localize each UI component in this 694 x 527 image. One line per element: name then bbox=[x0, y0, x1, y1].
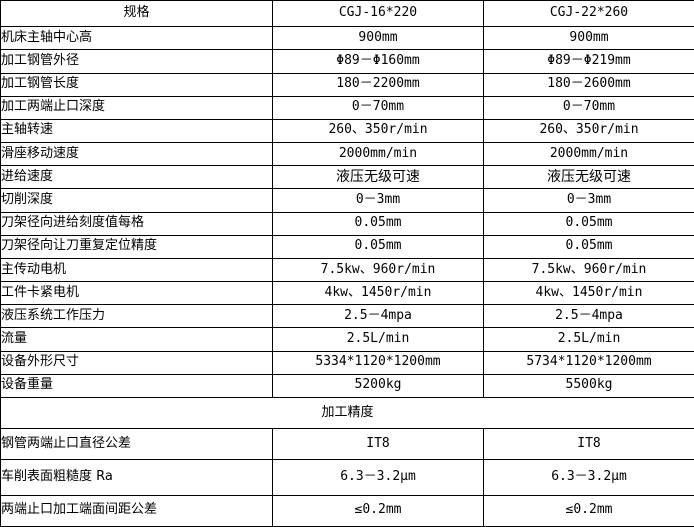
row-value-model-1: ≤0.2mm bbox=[272, 494, 484, 527]
row-value-model-1: 5334*1120*1200mm bbox=[272, 350, 484, 375]
row-label: 加工钢管外径 bbox=[0, 49, 273, 74]
table-row: 流量 2.5L/min 2.5L/min bbox=[0, 327, 694, 352]
table-row: 刀架径向让刀重复定位精度 0.05mm 0.05mm bbox=[0, 234, 694, 259]
table-row: 主传动电机 7.5kw、960r/min 7.5kw、960r/min bbox=[0, 257, 694, 283]
row-value-model-2: 260、350r/min bbox=[483, 118, 694, 144]
row-value-model-2: 2000mm/min bbox=[483, 142, 694, 167]
row-value-model-2: 5734*1120*1200mm bbox=[483, 350, 694, 375]
row-value-model-2: 900mm bbox=[483, 26, 694, 51]
table-row: 滑座移动速度 2000mm/min 2000mm/min bbox=[0, 142, 694, 167]
row-value-model-2: IT8 bbox=[483, 428, 694, 461]
table-row: 加工钢管外径 Φ89－Φ160mm Φ89－Φ219mm bbox=[0, 49, 694, 74]
row-value-model-2: 2.5L/min bbox=[483, 327, 694, 352]
header-model-2: CGJ-22*260 bbox=[483, 0, 694, 28]
table-row: 钢管两端止口直径公差 IT8 IT8 bbox=[0, 428, 694, 461]
row-value-model-1: 2.5L/min bbox=[272, 327, 484, 352]
row-value-model-1: Φ89－Φ160mm bbox=[272, 49, 484, 74]
row-value-model-1: 7.5kw、960r/min bbox=[272, 257, 484, 283]
table-row: 刀架径向进给刻度值每格 0.05mm 0.05mm bbox=[0, 211, 694, 236]
row-label: 滑座移动速度 bbox=[0, 142, 273, 167]
section-title: 加工精度 bbox=[0, 396, 694, 430]
header-spec-label: 规格 bbox=[0, 0, 273, 28]
row-value-model-2: 4kw、1450r/min bbox=[483, 281, 694, 306]
row-value-model-2: 液压无级可速 bbox=[483, 165, 694, 190]
header-model-1: CGJ-16*220 bbox=[272, 0, 484, 28]
row-value-model-2: 7.5kw、960r/min bbox=[483, 257, 694, 283]
row-label: 流量 bbox=[0, 327, 273, 352]
table-row: 机床主轴中心高 900mm 900mm bbox=[0, 26, 694, 51]
row-value-model-2: 180－2600mm bbox=[483, 72, 694, 97]
row-value-model-1: 900mm bbox=[272, 26, 484, 51]
row-label: 刀架径向进给刻度值每格 bbox=[0, 211, 273, 236]
row-value-model-2: 2.5－4mpa bbox=[483, 304, 694, 329]
row-label: 液压系统工作压力 bbox=[0, 304, 273, 329]
row-label: 进给速度 bbox=[0, 165, 273, 190]
table-row: 工件卡紧电机 4kw、1450r/min 4kw、1450r/min bbox=[0, 281, 694, 306]
row-value-model-1: IT8 bbox=[272, 428, 484, 461]
section-title-row: 加工精度 bbox=[0, 396, 694, 430]
row-label: 钢管两端止口直径公差 bbox=[0, 428, 273, 461]
row-value-model-2: 6.3－3.2μm bbox=[483, 459, 694, 496]
table-row: 进给速度 液压无级可速 液压无级可速 bbox=[0, 165, 694, 190]
table-header-row: 规格 CGJ-16*220 CGJ-22*260 bbox=[0, 0, 694, 28]
row-label: 主轴转速 bbox=[0, 118, 273, 144]
row-value-model-1: 0.05mm bbox=[272, 234, 484, 259]
row-value-model-1: 0.05mm bbox=[272, 211, 484, 236]
row-label: 主传动电机 bbox=[0, 257, 273, 283]
table-row: 主轴转速 260、350r/min 260、350r/min bbox=[0, 118, 694, 144]
row-value-model-1: 液压无级可速 bbox=[272, 165, 484, 190]
row-value-model-1: 5200kg bbox=[272, 373, 484, 398]
row-label: 机床主轴中心高 bbox=[0, 26, 273, 51]
row-value-model-2: ≤0.2mm bbox=[483, 494, 694, 527]
row-value-model-1: 2.5－4mpa bbox=[272, 304, 484, 329]
row-value-model-1: 4kw、1450r/min bbox=[272, 281, 484, 306]
row-value-model-1: 2000mm/min bbox=[272, 142, 484, 167]
row-value-model-1: 260、350r/min bbox=[272, 118, 484, 144]
row-value-model-2: 0.05mm bbox=[483, 234, 694, 259]
row-value-model-2: 5500kg bbox=[483, 373, 694, 398]
row-label: 刀架径向让刀重复定位精度 bbox=[0, 234, 273, 259]
table-row: 设备外形尺寸 5334*1120*1200mm 5734*1120*1200mm bbox=[0, 350, 694, 375]
table-row: 加工钢管长度 180－2200mm 180－2600mm bbox=[0, 72, 694, 97]
row-label: 两端止口加工端面间距公差 bbox=[0, 494, 273, 527]
table-row: 车削表面粗糙度 Ra 6.3－3.2μm 6.3－3.2μm bbox=[0, 459, 694, 496]
row-value-model-1: 180－2200mm bbox=[272, 72, 484, 97]
row-value-model-2: 0.05mm bbox=[483, 211, 694, 236]
row-label: 设备重量 bbox=[0, 373, 273, 398]
table-row: 加工两端止口深度 0－70mm 0－70mm bbox=[0, 95, 694, 120]
row-value-model-2: 0－70mm bbox=[483, 95, 694, 120]
row-value-model-1: 0－3mm bbox=[272, 188, 484, 213]
table-row: 两端止口加工端面间距公差 ≤0.2mm ≤0.2mm bbox=[0, 494, 694, 527]
row-value-model-2: 0－3mm bbox=[483, 188, 694, 213]
row-value-model-1: 0－70mm bbox=[272, 95, 484, 120]
table-row: 液压系统工作压力 2.5－4mpa 2.5－4mpa bbox=[0, 304, 694, 329]
table-row: 设备重量 5200kg 5500kg bbox=[0, 373, 694, 398]
table-row: 切削深度 0－3mm 0－3mm bbox=[0, 188, 694, 213]
row-label: 切削深度 bbox=[0, 188, 273, 213]
row-value-model-2: Φ89－Φ219mm bbox=[483, 49, 694, 74]
row-label: 加工钢管长度 bbox=[0, 72, 273, 97]
row-label: 车削表面粗糙度 Ra bbox=[0, 459, 273, 496]
row-label: 设备外形尺寸 bbox=[0, 350, 273, 375]
row-label: 工件卡紧电机 bbox=[0, 281, 273, 306]
row-value-model-1: 6.3－3.2μm bbox=[272, 459, 484, 496]
row-label: 加工两端止口深度 bbox=[0, 95, 273, 120]
